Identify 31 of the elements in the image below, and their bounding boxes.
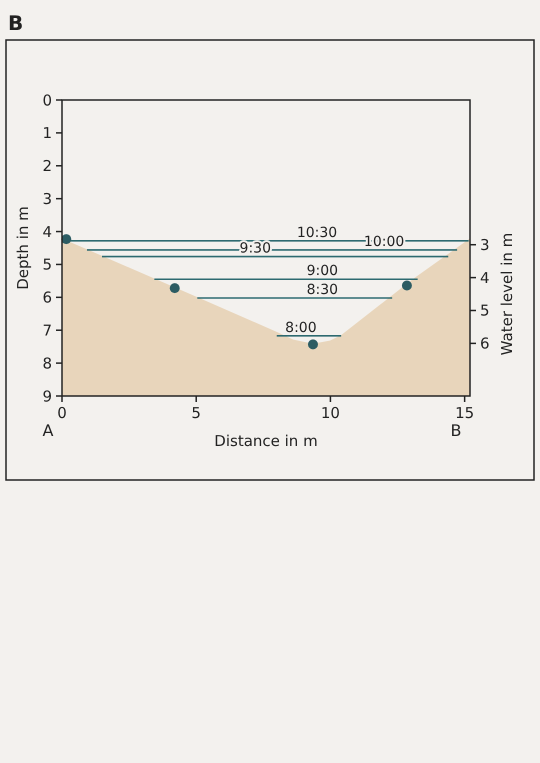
y-tick-label: 3 <box>42 190 52 208</box>
y-tick-label: 0 <box>42 91 52 110</box>
y-tick-label: 9 <box>42 387 52 406</box>
y-axis-title: Depth in m <box>14 206 32 290</box>
x-tick-label: 0 <box>57 404 67 422</box>
x-tick-label: 15 <box>455 404 474 422</box>
y-tick-label: 6 <box>42 288 52 307</box>
text: A <box>42 421 54 440</box>
annotation: 8:30 <box>306 282 338 298</box>
y-tick-label: 8 <box>42 354 52 372</box>
y-tick-label: 1 <box>42 124 52 142</box>
y2-axis-title: Water level in m <box>498 232 516 356</box>
y2-tick-label: 3 <box>480 236 490 254</box>
annotation: 9:00 <box>306 263 338 280</box>
y-tick-label: 7 <box>42 321 52 340</box>
x-tick-label: 10 <box>320 404 340 422</box>
y-tick-label: 4 <box>42 222 52 241</box>
y2-tick-label: 4 <box>480 268 490 287</box>
x-tick-label: 5 <box>191 404 201 422</box>
y2-tick-label: 6 <box>480 334 490 353</box>
annotation: 8:00 <box>285 320 317 336</box>
x-axis-title: Distance in m <box>214 432 318 450</box>
point <box>308 339 318 350</box>
text: B <box>450 421 462 440</box>
annotation: 10:30 <box>296 224 338 241</box>
point <box>170 283 180 294</box>
point <box>402 280 412 290</box>
chart-title: B <box>8 11 24 35</box>
y-tick-label: 5 <box>42 256 52 274</box>
y2-tick-label: 5 <box>480 302 490 320</box>
y-tick-label: 2 <box>42 157 52 176</box>
